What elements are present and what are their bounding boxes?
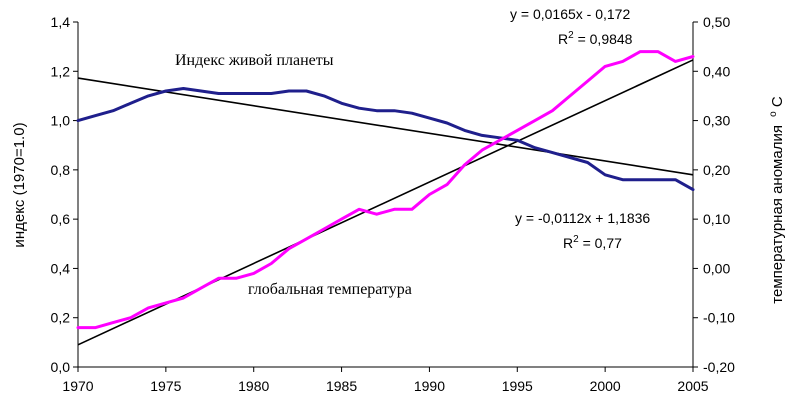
x-tick-label: 1990 bbox=[414, 378, 445, 394]
left-tick-label: 0,2 bbox=[51, 310, 71, 326]
trendline-lpi bbox=[77, 77, 694, 176]
lpi-trend-r2-prefix: R bbox=[563, 235, 573, 251]
left-tick-label: 1,2 bbox=[51, 63, 71, 79]
right-tick-label: 0,00 bbox=[703, 260, 730, 276]
left-tick-label: 0,6 bbox=[51, 211, 71, 227]
right-tick-label: 0,20 bbox=[703, 162, 730, 178]
x-axis-ticks: 1970 1975 1980 1985 1990 1995 2000 2005 bbox=[62, 367, 709, 394]
series-layer bbox=[76, 50, 695, 346]
right-axis-ticks: -0,20 -0,10 0,00 0,10 0,20 0,30 0,40 0,50 bbox=[693, 14, 735, 375]
temperature-trend-equation: y = 0,0165x - 0,172 bbox=[510, 6, 630, 22]
right-tick-label: 0,40 bbox=[703, 63, 730, 79]
left-tick-label: 0,8 bbox=[51, 162, 71, 178]
left-tick-label: 1,4 bbox=[51, 14, 71, 30]
right-tick-label: 0,30 bbox=[703, 113, 730, 129]
lpi-trend-r2-exp: 2 bbox=[573, 234, 579, 245]
plot-frame bbox=[77, 22, 694, 368]
right-tick-label: 0,10 bbox=[703, 211, 730, 227]
right-axis-title-degree: o bbox=[768, 111, 779, 117]
left-tick-label: 1,0 bbox=[51, 113, 71, 129]
left-tick-label: 0,4 bbox=[51, 260, 71, 276]
lpi-series-line bbox=[76, 87, 695, 192]
right-tick-label: -0,10 bbox=[703, 310, 735, 326]
x-tick-label: 1970 bbox=[62, 378, 93, 394]
right-tick-label: 0,50 bbox=[703, 14, 730, 30]
x-tick-label: 2000 bbox=[590, 378, 621, 394]
left-tick-label: 0,0 bbox=[51, 359, 71, 375]
x-tick-label: 1980 bbox=[238, 378, 269, 394]
temperature-trend-r2-value: = 0,9848 bbox=[574, 31, 633, 47]
lpi-trend-r2: R2 = 0,77 bbox=[563, 234, 622, 251]
right-axis-title: температурная аномалия o С bbox=[763, 96, 786, 304]
x-tick-label: 1975 bbox=[150, 378, 181, 394]
x-tick-label: 1995 bbox=[502, 378, 533, 394]
temperature-trend-r2-prefix: R bbox=[558, 31, 568, 47]
temperature-series-line bbox=[76, 50, 695, 330]
temperature-trend-r2-exp: 2 bbox=[568, 30, 574, 41]
temperature-annotation: глобальная температура bbox=[248, 281, 412, 298]
x-tick-label: 2005 bbox=[677, 378, 708, 394]
lpi-trend-r2-value: = 0,77 bbox=[579, 235, 622, 251]
temperature-trend-r2: R2 = 0,9848 bbox=[558, 30, 633, 47]
right-axis-title-main: температурная аномалия bbox=[769, 125, 786, 304]
lpi-trend-equation: y = -0,0112x + 1,1836 bbox=[515, 210, 650, 226]
right-axis-title-unit: С bbox=[769, 96, 786, 107]
right-tick-label: -0,20 bbox=[703, 359, 735, 375]
left-axis-title: индекс (1970=1.0) bbox=[11, 122, 28, 247]
lpi-annotation: Индекс живой планеты bbox=[175, 52, 334, 69]
left-axis-ticks: 0,0 0,2 0,4 0,6 0,8 1,0 1,2 1,4 bbox=[51, 14, 78, 375]
x-tick-label: 1985 bbox=[326, 378, 357, 394]
